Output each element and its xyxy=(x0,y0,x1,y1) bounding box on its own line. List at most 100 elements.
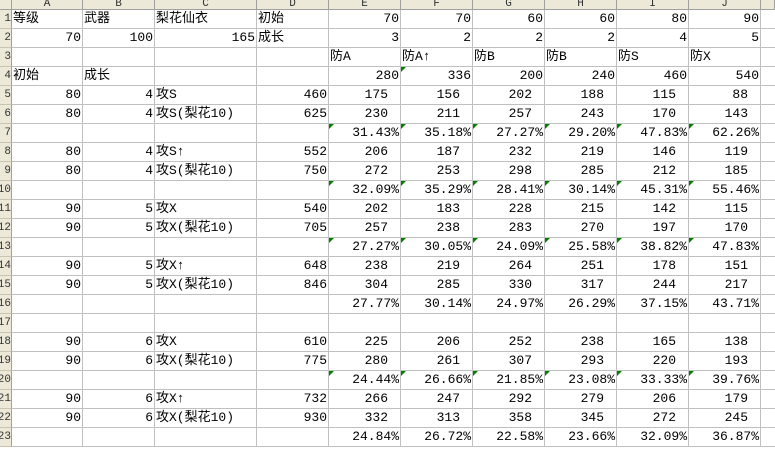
row-header-17[interactable]: 17 xyxy=(0,314,12,333)
row-header-2[interactable]: 2 xyxy=(0,29,12,48)
cell-E10[interactable]: 32.09% xyxy=(329,181,401,200)
cell-B18[interactable]: 6 xyxy=(83,333,155,352)
cell-G9[interactable]: 298 xyxy=(473,162,545,181)
cell-G3[interactable]: 防B xyxy=(473,48,545,67)
cell-B4[interactable]: 成长 xyxy=(83,67,155,86)
row-header-1[interactable]: 1 xyxy=(0,10,12,29)
cell-F17[interactable] xyxy=(401,314,473,333)
row-header-21[interactable]: 21 xyxy=(0,390,12,409)
cell-C4[interactable] xyxy=(155,67,257,86)
cell-D17[interactable] xyxy=(257,314,329,333)
cell-C13[interactable] xyxy=(155,238,257,257)
column-header-C[interactable]: C xyxy=(155,0,257,10)
cell-J14[interactable]: 151 xyxy=(689,257,761,276)
cell-G8[interactable]: 232 xyxy=(473,143,545,162)
cell-I21[interactable]: 206 xyxy=(617,390,689,409)
cell-F14[interactable]: 219 xyxy=(401,257,473,276)
row-header-7[interactable]: 7 xyxy=(0,124,12,143)
row-header-8[interactable]: 8 xyxy=(0,143,12,162)
cell-J22[interactable]: 245 xyxy=(689,409,761,428)
cell-J6[interactable]: 143 xyxy=(689,105,761,124)
cell-E15[interactable]: 304 xyxy=(329,276,401,295)
cell-F7[interactable]: 35.18% xyxy=(401,124,473,143)
cell-G11[interactable]: 228 xyxy=(473,200,545,219)
cell-B15[interactable]: 5 xyxy=(83,276,155,295)
cell-A3[interactable] xyxy=(12,48,83,67)
cell-F4[interactable]: 336 xyxy=(401,67,473,86)
cell-E11[interactable]: 202 xyxy=(329,200,401,219)
cell-G12[interactable]: 283 xyxy=(473,219,545,238)
cell-D16[interactable] xyxy=(257,295,329,314)
cell-D5[interactable]: 460 xyxy=(257,86,329,105)
row-header-14[interactable]: 14 xyxy=(0,257,12,276)
cell-F1[interactable]: 70 xyxy=(401,10,473,29)
cell-F5[interactable]: 156 xyxy=(401,86,473,105)
cell-A7[interactable] xyxy=(12,124,83,143)
cell-C11[interactable]: 攻X xyxy=(155,200,257,219)
cell-G21[interactable]: 292 xyxy=(473,390,545,409)
cell-F10[interactable]: 35.29% xyxy=(401,181,473,200)
cell-C1[interactable]: 梨花仙衣 xyxy=(155,10,257,29)
cell-G17[interactable] xyxy=(473,314,545,333)
cell-D1[interactable]: 初始 xyxy=(257,10,329,29)
cell-F15[interactable]: 285 xyxy=(401,276,473,295)
cell-B21[interactable]: 6 xyxy=(83,390,155,409)
cell-H6[interactable]: 243 xyxy=(545,105,617,124)
cell-C8[interactable]: 攻S↑ xyxy=(155,143,257,162)
cell-E18[interactable]: 225 xyxy=(329,333,401,352)
cell-A18[interactable]: 90 xyxy=(12,333,83,352)
cell-B10[interactable] xyxy=(83,181,155,200)
cell-E22[interactable]: 332 xyxy=(329,409,401,428)
cell-B23[interactable] xyxy=(83,428,155,447)
cell-C17[interactable] xyxy=(155,314,257,333)
row-header-12[interactable]: 12 xyxy=(0,219,12,238)
cell-E20[interactable]: 24.44% xyxy=(329,371,401,390)
cell-H22[interactable]: 345 xyxy=(545,409,617,428)
cell-J3[interactable]: 防X xyxy=(689,48,761,67)
cell-A11[interactable]: 90 xyxy=(12,200,83,219)
cell-E13[interactable]: 27.27% xyxy=(329,238,401,257)
cell-H5[interactable]: 188 xyxy=(545,86,617,105)
cell-E12[interactable]: 257 xyxy=(329,219,401,238)
cell-D7[interactable] xyxy=(257,124,329,143)
row-header-18[interactable]: 18 xyxy=(0,333,12,352)
cell-I6[interactable]: 170 xyxy=(617,105,689,124)
row-header-5[interactable]: 5 xyxy=(0,86,12,105)
cell-B5[interactable]: 4 xyxy=(83,86,155,105)
cell-A9[interactable]: 80 xyxy=(12,162,83,181)
cell-F23[interactable]: 26.72% xyxy=(401,428,473,447)
cell-C14[interactable]: 攻X↑ xyxy=(155,257,257,276)
cell-H8[interactable]: 219 xyxy=(545,143,617,162)
cell-B6[interactable]: 4 xyxy=(83,105,155,124)
cell-A17[interactable] xyxy=(12,314,83,333)
cell-B19[interactable]: 6 xyxy=(83,352,155,371)
cell-H10[interactable]: 30.14% xyxy=(545,181,617,200)
cell-I5[interactable]: 115 xyxy=(617,86,689,105)
cell-J18[interactable]: 138 xyxy=(689,333,761,352)
cell-I9[interactable]: 212 xyxy=(617,162,689,181)
cell-J16[interactable]: 43.71% xyxy=(689,295,761,314)
cell-I8[interactable]: 146 xyxy=(617,143,689,162)
cell-E21[interactable]: 266 xyxy=(329,390,401,409)
cell-F21[interactable]: 247 xyxy=(401,390,473,409)
cell-B13[interactable] xyxy=(83,238,155,257)
cell-A12[interactable]: 90 xyxy=(12,219,83,238)
cell-B1[interactable]: 武器 xyxy=(83,10,155,29)
cell-G4[interactable]: 200 xyxy=(473,67,545,86)
column-header-H[interactable]: H xyxy=(545,0,617,10)
cell-H17[interactable] xyxy=(545,314,617,333)
cell-A21[interactable]: 90 xyxy=(12,390,83,409)
cell-C7[interactable] xyxy=(155,124,257,143)
cell-D22[interactable]: 930 xyxy=(257,409,329,428)
cell-J1[interactable]: 90 xyxy=(689,10,761,29)
column-header-E[interactable]: E xyxy=(329,0,401,10)
row-header-9[interactable]: 9 xyxy=(0,162,12,181)
cell-J21[interactable]: 179 xyxy=(689,390,761,409)
row-header-22[interactable]: 22 xyxy=(0,409,12,428)
cell-B2[interactable]: 100 xyxy=(83,29,155,48)
cell-J4[interactable]: 540 xyxy=(689,67,761,86)
cell-C9[interactable]: 攻S(梨花10) xyxy=(155,162,257,181)
cell-E2[interactable]: 3 xyxy=(329,29,401,48)
cell-E8[interactable]: 206 xyxy=(329,143,401,162)
cell-H4[interactable]: 240 xyxy=(545,67,617,86)
